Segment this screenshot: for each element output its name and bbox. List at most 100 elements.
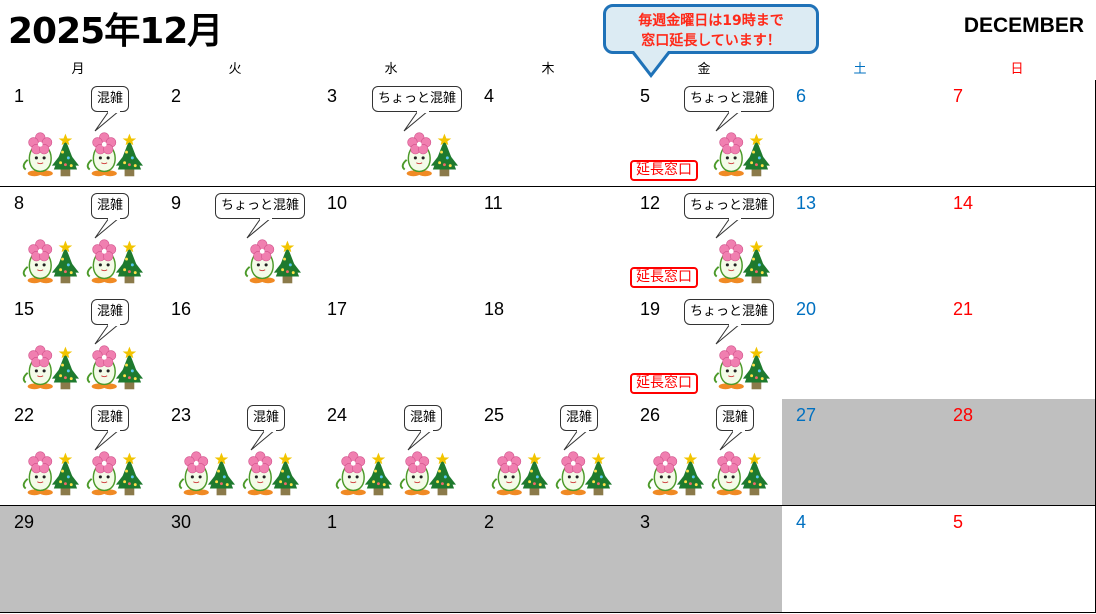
weekday-header: 日 bbox=[1010, 62, 1024, 77]
mascot-with-christmas-tree-icon bbox=[22, 131, 79, 178]
mascot-with-christmas-tree-icon bbox=[713, 238, 770, 285]
day-cell[interactable]: 19 ちょっと混雑 延長窓口 bbox=[626, 293, 783, 400]
extended-window-badge: 延長窓口 bbox=[630, 160, 698, 181]
mascot-with-christmas-tree-icon bbox=[242, 450, 299, 497]
day-cell[interactable]: 4 bbox=[470, 80, 627, 187]
bubble-tail bbox=[563, 430, 589, 451]
day-cell[interactable]: 21 bbox=[939, 293, 1096, 400]
mascot-group bbox=[239, 237, 301, 285]
day-cell[interactable]: 10 bbox=[313, 187, 471, 294]
day-cell[interactable]: 3 ちょっと混雑 bbox=[313, 80, 471, 187]
mascot-with-christmas-tree-icon bbox=[22, 238, 79, 285]
crowd-status-bubble: 混雑 bbox=[559, 405, 598, 431]
day-number: 3 bbox=[640, 512, 651, 532]
weekday-header: 火 bbox=[228, 62, 242, 77]
mascot-group bbox=[708, 343, 770, 391]
mascot-group bbox=[17, 237, 143, 285]
day-cell[interactable]: 3 bbox=[626, 506, 783, 613]
day-number: 14 bbox=[953, 193, 974, 213]
bubble-tail bbox=[715, 324, 741, 345]
day-cell[interactable]: 5 ちょっと混雑 延長窓口 bbox=[626, 80, 783, 187]
day-cell[interactable]: 12 ちょっと混雑 延長窓口 bbox=[626, 187, 783, 294]
day-cell[interactable]: 27 bbox=[782, 399, 940, 506]
calendar-grid: 1 混雑 2 3 ちょっと混雑 4 5 ちょっと混雑 延長窓口 6 7 8 混雑 9 ちょっと混雑 10 11 1… bbox=[0, 80, 1096, 613]
mascot-with-christmas-tree-icon bbox=[86, 238, 143, 285]
day-number: 25 bbox=[484, 405, 505, 425]
day-cell[interactable]: 9 ちょっと混雑 bbox=[157, 187, 314, 294]
crowd-status-bubble: 混雑 bbox=[90, 299, 129, 325]
mascot-group bbox=[642, 449, 768, 497]
mascot-group bbox=[708, 237, 770, 285]
day-cell[interactable]: 4 bbox=[782, 506, 940, 613]
mascot-with-christmas-tree-icon bbox=[711, 450, 768, 497]
day-cell[interactable]: 26 混雑 bbox=[626, 399, 783, 506]
mascot-with-christmas-tree-icon bbox=[647, 450, 704, 497]
crowd-status-bubble: 混雑 bbox=[90, 193, 129, 219]
day-number: 27 bbox=[796, 405, 817, 425]
day-number: 29 bbox=[14, 512, 35, 532]
crowd-status-bubble: ちょっと混雑 bbox=[683, 193, 774, 219]
day-cell[interactable]: 11 bbox=[470, 187, 627, 294]
mascot-with-christmas-tree-icon bbox=[399, 450, 456, 497]
day-cell[interactable]: 24 混雑 bbox=[313, 399, 471, 506]
day-cell[interactable]: 20 bbox=[782, 293, 940, 400]
mascot-with-christmas-tree-icon bbox=[713, 344, 770, 391]
crowd-status-bubble: 混雑 bbox=[403, 405, 442, 431]
bubble-tail bbox=[94, 430, 120, 451]
day-cell[interactable]: 13 bbox=[782, 187, 940, 294]
mascot-with-christmas-tree-icon bbox=[713, 131, 770, 178]
bubble-tail bbox=[94, 324, 120, 345]
day-number: 4 bbox=[796, 512, 807, 532]
day-cell[interactable]: 23 混雑 bbox=[157, 399, 314, 506]
day-number: 10 bbox=[327, 193, 348, 213]
day-cell[interactable]: 2 bbox=[470, 506, 627, 613]
day-cell[interactable]: 6 bbox=[782, 80, 940, 187]
month-english: DECEMBER bbox=[963, 14, 1084, 37]
day-cell[interactable]: 16 bbox=[157, 293, 314, 400]
mascot-group bbox=[173, 449, 299, 497]
day-number: 24 bbox=[327, 405, 348, 425]
day-number: 12 bbox=[640, 193, 661, 213]
day-number: 11 bbox=[484, 193, 503, 213]
crowd-status-bubble: ちょっと混雑 bbox=[683, 299, 774, 325]
day-number: 23 bbox=[171, 405, 192, 425]
day-number: 3 bbox=[327, 86, 338, 106]
mascot-group bbox=[708, 130, 770, 178]
mascot-with-christmas-tree-icon bbox=[555, 450, 612, 497]
day-number: 2 bbox=[484, 512, 495, 532]
day-cell[interactable]: 28 bbox=[939, 399, 1096, 506]
day-cell[interactable]: 18 bbox=[470, 293, 627, 400]
day-cell[interactable]: 5 bbox=[939, 506, 1096, 613]
day-cell[interactable]: 25 混雑 bbox=[470, 399, 627, 506]
day-cell[interactable]: 2 bbox=[157, 80, 314, 187]
day-cell[interactable]: 29 bbox=[0, 506, 158, 613]
bubble-tail bbox=[715, 218, 741, 239]
day-cell[interactable]: 1 bbox=[313, 506, 471, 613]
day-cell[interactable]: 15 混雑 bbox=[0, 293, 158, 400]
mascot-with-christmas-tree-icon bbox=[491, 450, 548, 497]
notice-line-2: 窓口延長しています！ bbox=[641, 33, 781, 49]
mascot-with-christmas-tree-icon bbox=[86, 131, 143, 178]
day-cell[interactable]: 22 混雑 bbox=[0, 399, 158, 506]
day-number: 9 bbox=[171, 193, 182, 213]
day-number: 1 bbox=[327, 512, 338, 532]
mascot-with-christmas-tree-icon bbox=[86, 450, 143, 497]
day-cell[interactable]: 8 混雑 bbox=[0, 187, 158, 294]
day-number: 30 bbox=[171, 512, 192, 532]
notice-line-1: 毎週金曜日は19時まで bbox=[638, 13, 784, 29]
crowd-status-bubble: 混雑 bbox=[90, 405, 129, 431]
mascot-with-christmas-tree-icon bbox=[22, 450, 79, 497]
day-cell[interactable]: 1 混雑 bbox=[0, 80, 158, 187]
day-cell[interactable]: 30 bbox=[157, 506, 314, 613]
day-cell[interactable]: 7 bbox=[939, 80, 1096, 187]
mascot-with-christmas-tree-icon bbox=[86, 344, 143, 391]
weekday-header: 水 bbox=[384, 62, 398, 77]
day-cell[interactable]: 14 bbox=[939, 187, 1096, 294]
mascot-group bbox=[17, 130, 143, 178]
day-number: 5 bbox=[953, 512, 964, 532]
mascot-group bbox=[17, 343, 143, 391]
crowd-status-bubble: 混雑 bbox=[246, 405, 285, 431]
mascot-group bbox=[486, 449, 612, 497]
day-cell[interactable]: 17 bbox=[313, 293, 471, 400]
